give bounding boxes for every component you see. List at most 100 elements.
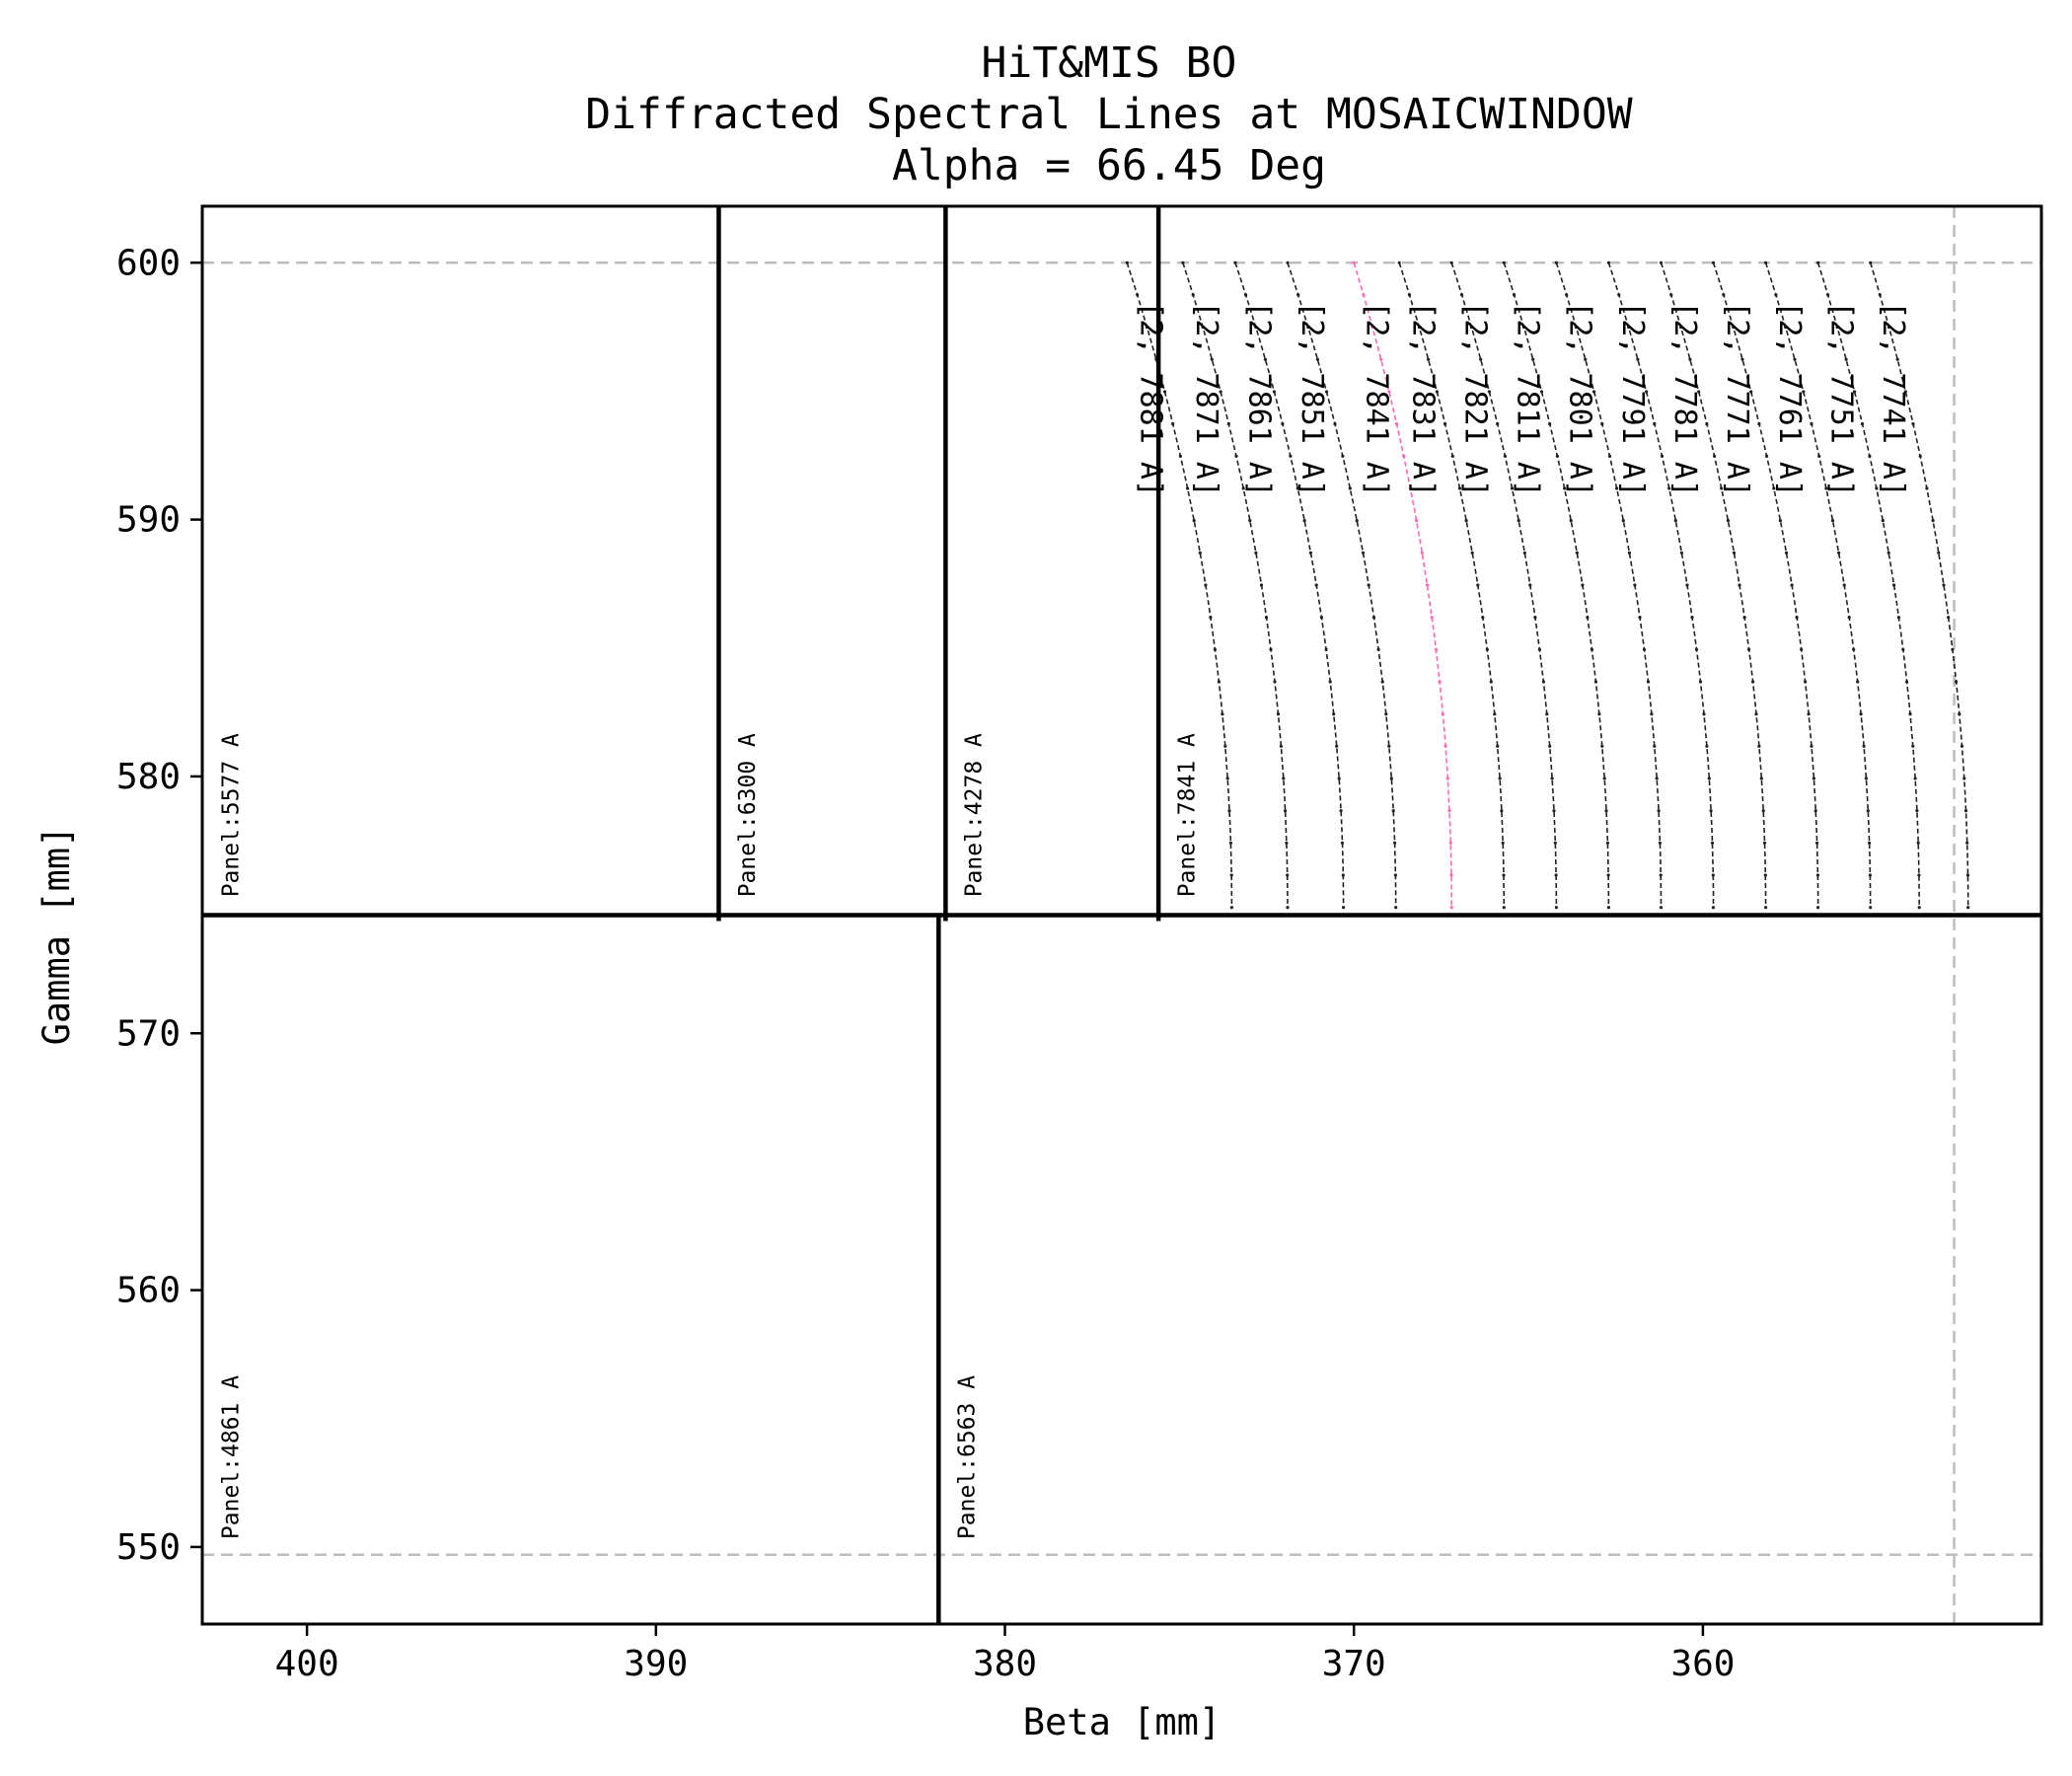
spectral-line-point bbox=[1633, 583, 1637, 587]
spectral-line-point bbox=[1476, 583, 1480, 587]
spectral-line-point bbox=[1925, 486, 1929, 490]
spectral-line-point bbox=[1445, 777, 1449, 780]
spectral-line-point bbox=[1379, 357, 1383, 361]
spectral-line-point bbox=[1966, 906, 1970, 910]
spectral-line-point bbox=[1711, 260, 1716, 264]
y-tick-label: 560 bbox=[116, 1271, 181, 1311]
spectral-line-point bbox=[1502, 873, 1506, 877]
spectral-line-point bbox=[1738, 583, 1741, 587]
spectral-line-label-7821: [2, 7821 A] bbox=[1458, 301, 1493, 497]
spectral-line-point bbox=[1513, 293, 1517, 297]
spectral-line-point bbox=[1545, 712, 1549, 716]
spectral-line-point bbox=[1669, 293, 1673, 297]
spectral-line-point bbox=[1697, 390, 1701, 394]
x-axis-ticks: 400 390 380 370 360 bbox=[275, 1624, 1735, 1684]
spectral-line-point bbox=[1784, 551, 1789, 555]
spectral-line-point bbox=[1502, 260, 1506, 264]
spectral-line-point bbox=[1830, 519, 1835, 523]
spectral-line-point bbox=[1868, 873, 1872, 877]
spectral-line-point bbox=[1487, 390, 1491, 394]
spectral-line-label-7861: [2, 7861 A] bbox=[1242, 301, 1277, 497]
plot-frame bbox=[200, 204, 2043, 1626]
spectral-line-point bbox=[1384, 712, 1388, 716]
spectral-line-point bbox=[1348, 486, 1352, 490]
spectral-line-point bbox=[1842, 583, 1846, 587]
spectral-line-point bbox=[1917, 906, 1921, 910]
spectral-line-point bbox=[1916, 841, 1920, 845]
spectral-line-point bbox=[1319, 616, 1323, 620]
spectral-line-point bbox=[1259, 583, 1264, 587]
spectral-line-point bbox=[1367, 583, 1370, 587]
spectral-line-point bbox=[1965, 873, 1970, 877]
spectral-line-point bbox=[1658, 841, 1662, 845]
spectral-line-point bbox=[1450, 454, 1454, 458]
spectral-line-point bbox=[1269, 647, 1273, 651]
spectral-line-point bbox=[1314, 583, 1318, 587]
spectral-line-point bbox=[1341, 873, 1345, 877]
spectral-line-point bbox=[1740, 357, 1744, 361]
spectral-line-point bbox=[1655, 777, 1659, 780]
spectral-line-point bbox=[1875, 486, 1879, 490]
spectral-line-point bbox=[1337, 777, 1341, 780]
spectral-line-point bbox=[1653, 422, 1657, 426]
spectral-line-point bbox=[1772, 486, 1776, 490]
spectral-line-point bbox=[1186, 486, 1190, 490]
spectral-line-point bbox=[1711, 873, 1715, 877]
spectral-line-point bbox=[1606, 906, 1610, 910]
spectral-line-point bbox=[1908, 712, 1912, 716]
spectral-line-label-7841: [2, 7841 A] bbox=[1360, 301, 1394, 497]
spectral-line-point bbox=[1605, 841, 1609, 845]
spectral-line-7751 bbox=[1816, 262, 1920, 908]
spectral-line-point bbox=[1951, 647, 1955, 651]
spectral-line-point bbox=[1942, 583, 1946, 587]
spectral-line-point bbox=[1895, 357, 1899, 361]
spectral-line-point bbox=[1645, 390, 1649, 394]
spectral-line-point bbox=[1430, 616, 1434, 620]
spectral-line-point bbox=[1960, 744, 1964, 748]
spectral-line-point bbox=[1817, 454, 1821, 458]
spectral-line-point bbox=[1417, 326, 1421, 330]
spectral-line-point bbox=[1646, 680, 1651, 684]
spectral-line-point bbox=[1434, 647, 1438, 651]
spectral-line-point bbox=[1802, 390, 1806, 394]
spectral-line-point bbox=[1892, 583, 1896, 587]
spectral-line-point bbox=[1517, 519, 1520, 523]
spectral-line-point bbox=[1217, 680, 1221, 684]
spectral-line-point bbox=[1947, 616, 1951, 620]
spectral-line-point bbox=[1380, 680, 1384, 684]
spectral-line-point bbox=[1522, 551, 1526, 555]
chart-title: HiT&MIS BO Diffracted Spectral Lines at … bbox=[585, 38, 1633, 190]
spectral-line-point bbox=[1911, 744, 1915, 748]
spectral-line-point bbox=[1501, 841, 1505, 845]
spectral-line-point bbox=[1679, 326, 1683, 330]
spectral-line-point bbox=[1742, 616, 1746, 620]
spectral-line-point bbox=[1420, 551, 1424, 555]
spectral-line-point bbox=[1285, 841, 1289, 845]
spectral-line-point bbox=[1435, 390, 1439, 394]
spectral-line-point bbox=[1502, 906, 1506, 910]
spectral-line-point bbox=[1145, 326, 1149, 330]
spectral-line-point bbox=[1804, 680, 1808, 684]
spectral-line-point bbox=[1638, 616, 1642, 620]
y-axis-ticks: 550 560 570 580 590 600 bbox=[116, 243, 202, 1568]
spectral-line-point bbox=[1273, 680, 1277, 684]
spectral-line-point bbox=[1911, 422, 1915, 426]
panel-dividers bbox=[202, 206, 2041, 1624]
spectral-line-point bbox=[1575, 551, 1579, 555]
spectral-line-point bbox=[1498, 777, 1502, 780]
spectral-line-point bbox=[1389, 777, 1393, 780]
spectral-line-point bbox=[1690, 616, 1694, 620]
spectral-line-point bbox=[1732, 551, 1737, 555]
spectral-line-point bbox=[1627, 326, 1631, 330]
spectral-line-point bbox=[1286, 260, 1290, 264]
panel-label: Panel:6563 A bbox=[955, 1375, 981, 1539]
spectral-line-point bbox=[1732, 326, 1736, 330]
spectral-line-point bbox=[1460, 293, 1464, 297]
spectral-line-point bbox=[1931, 519, 1935, 523]
spectral-line-point bbox=[1868, 841, 1872, 845]
panel-label: Panel:4861 A bbox=[218, 1375, 244, 1539]
spectral-line-point bbox=[1636, 357, 1640, 361]
spectral-line-point bbox=[1248, 519, 1252, 523]
spectral-line-point bbox=[1705, 422, 1709, 426]
spectral-line-point bbox=[1407, 293, 1412, 297]
